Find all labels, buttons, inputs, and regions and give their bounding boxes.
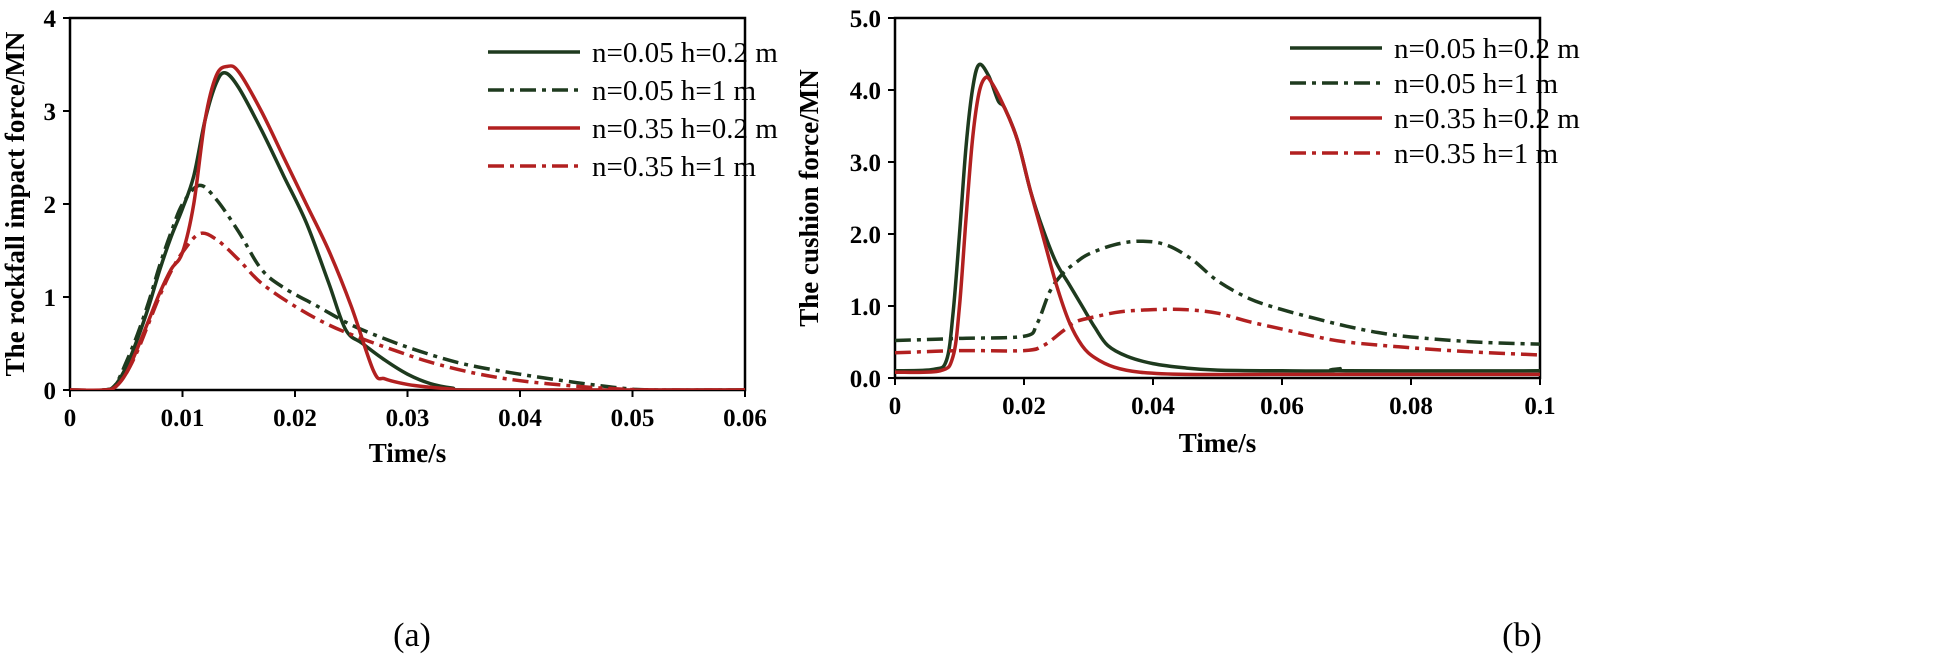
y-tick-label-b: 0.0 xyxy=(850,366,881,393)
x-tick-label-b: 0.02 xyxy=(1002,393,1046,420)
x-tick-label-b: 0.08 xyxy=(1389,393,1433,420)
x-tick-label-b: 0.1 xyxy=(1524,393,1555,420)
legend-label-a-2: n=0.05 h=1 m xyxy=(592,75,756,107)
legend-label-a-3: n=0.35 h=0.2 m xyxy=(592,113,778,145)
x-tick-label-a: 0.01 xyxy=(161,405,205,432)
caption-b: (b) xyxy=(1502,617,1542,654)
series-group-b xyxy=(895,62,1540,377)
y-tick-label-b: 1.0 xyxy=(850,294,881,321)
series-line-b-1 xyxy=(895,62,1540,373)
x-tick-label-a: 0.02 xyxy=(273,405,317,432)
x-tick-label-a: 0.04 xyxy=(498,405,542,432)
caption-a: (a) xyxy=(393,617,431,654)
x-tick-label-b: 0.06 xyxy=(1260,393,1304,420)
x-axis-title-a: Time/s xyxy=(369,438,447,468)
x-axis-title-b: Time/s xyxy=(1179,428,1257,458)
y-tick-label-b: 3.0 xyxy=(850,150,881,177)
legend-label-b-1: n=0.05 h=0.2 m xyxy=(1394,33,1580,65)
series-line-b-3 xyxy=(895,75,1540,377)
y-tick-label-b: 5.0 xyxy=(850,6,881,33)
series-line-a-2 xyxy=(70,183,745,390)
series-group-a xyxy=(70,64,745,390)
x-tick-label-a: 0.05 xyxy=(611,405,655,432)
legend-label-a-1: n=0.05 h=0.2 m xyxy=(592,37,778,69)
y-tick-label-a: 4 xyxy=(44,6,57,33)
legend-label-a-4: n=0.35 h=1 m xyxy=(592,151,756,183)
x-tick-label-a: 0.06 xyxy=(723,405,767,432)
legend-label-b-3: n=0.35 h=0.2 m xyxy=(1394,103,1580,135)
y-tick-label-a: 0 xyxy=(44,378,57,405)
series-line-a-4 xyxy=(70,231,745,390)
series-line-b-2 xyxy=(895,239,1540,346)
y-axis-title-b: The cushion force/MN xyxy=(794,69,824,327)
y-tick-label-a: 2 xyxy=(44,192,57,219)
legend-label-b-4: n=0.35 h=1 m xyxy=(1394,138,1558,170)
y-tick-label-b: 2.0 xyxy=(850,222,881,249)
y-tick-label-a: 3 xyxy=(44,99,57,126)
x-tick-label-a: 0.03 xyxy=(386,405,430,432)
plot-frame-b xyxy=(893,16,1542,380)
legend-label-b-2: n=0.05 h=1 m xyxy=(1394,68,1558,100)
series-line-b-4 xyxy=(895,307,1540,357)
x-tick-label-b: 0.04 xyxy=(1131,393,1175,420)
x-tick-label-b: 0 xyxy=(889,393,902,420)
y-axis-title-a: The rockfall impact force/MN xyxy=(0,31,30,376)
y-tick-label-b: 4.0 xyxy=(850,78,881,105)
y-tick-label-a: 1 xyxy=(44,285,57,312)
x-tick-label-a: 0 xyxy=(64,405,77,432)
